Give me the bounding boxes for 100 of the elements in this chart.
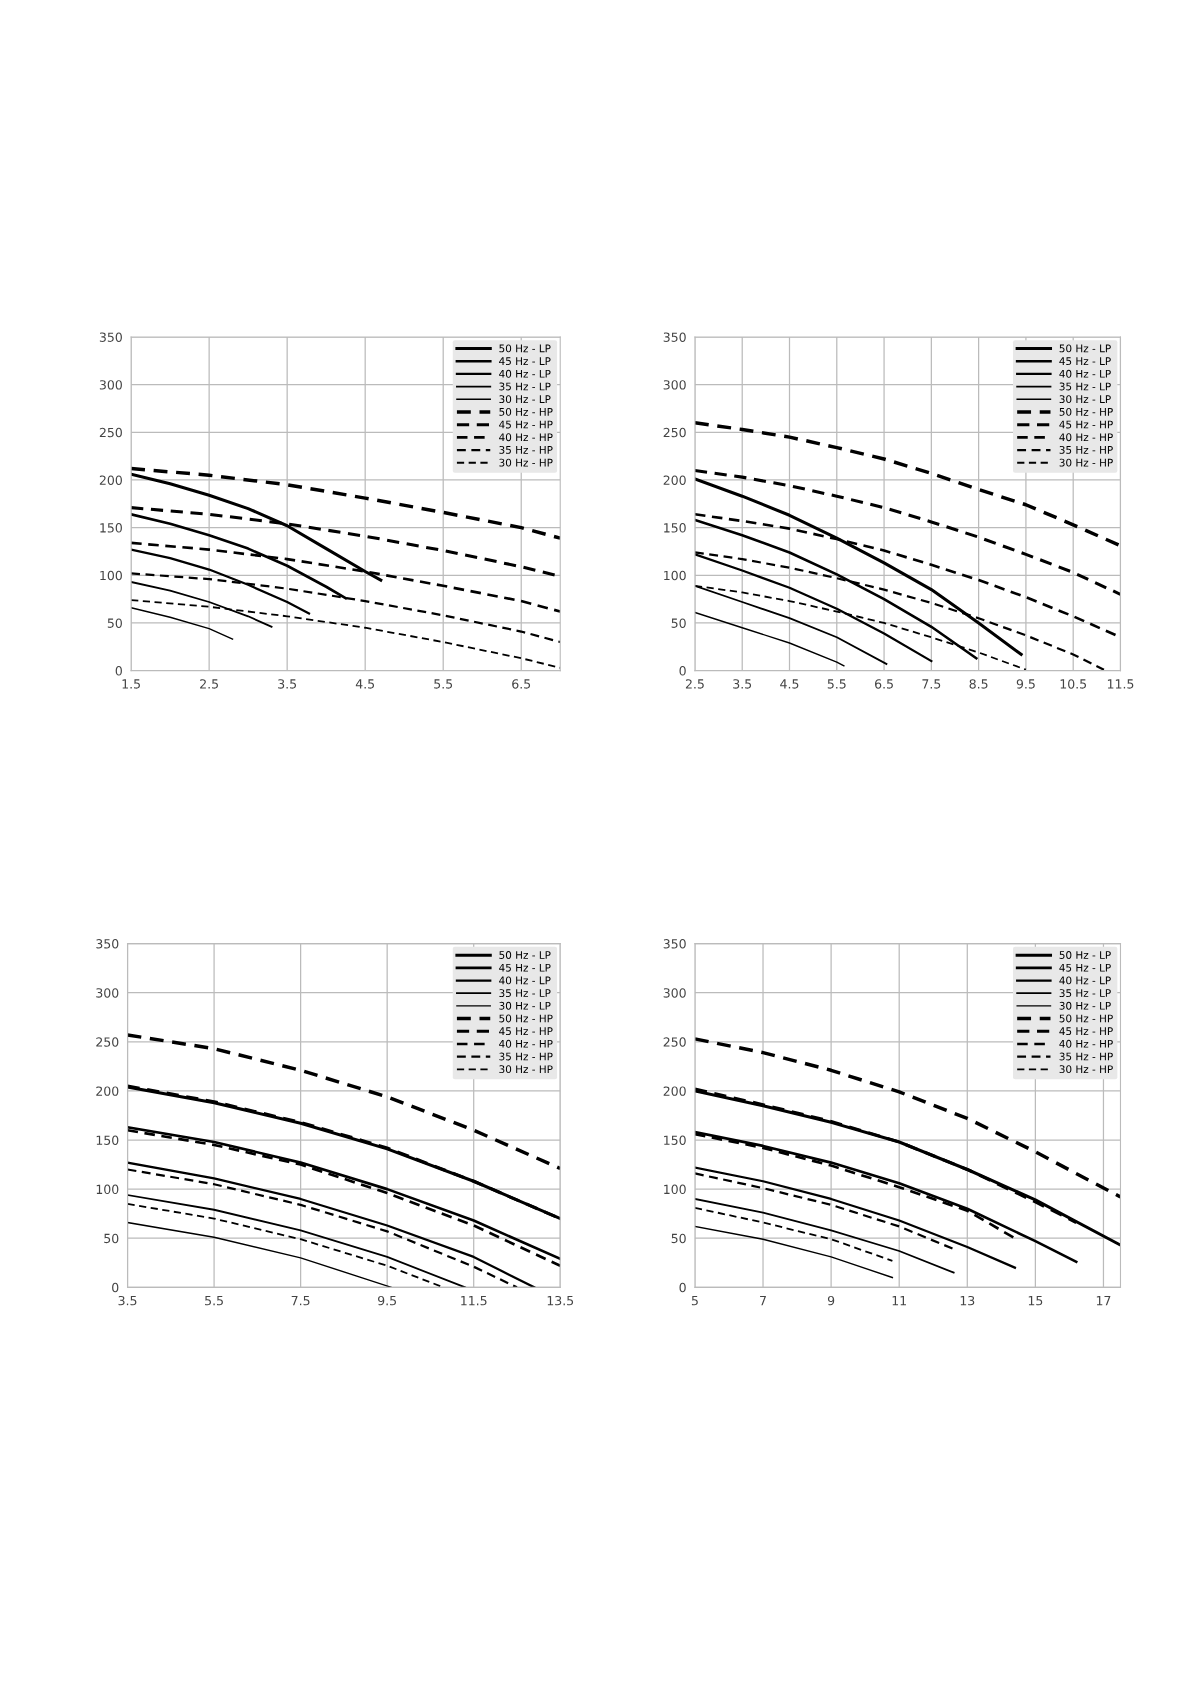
x-tick-label: 7 bbox=[760, 1296, 766, 1306]
x-tick-label: 11.5 bbox=[1107, 679, 1134, 689]
legend-label: 35 Hz - LP bbox=[499, 382, 551, 391]
legend-label: 35 Hz - LP bbox=[1059, 382, 1111, 391]
legend-label: 50 Hz - LP bbox=[1059, 344, 1111, 353]
y-tick-label: 200 bbox=[99, 475, 122, 485]
x-tick-label: 13.5 bbox=[547, 1295, 574, 1306]
legend-label: 45 Hz - HP bbox=[1059, 1027, 1113, 1036]
legend-label: 35 Hz - HP bbox=[1059, 1052, 1113, 1061]
legend-label: 30 Hz - LP bbox=[1059, 1001, 1111, 1010]
line-series bbox=[694, 611, 845, 667]
legend-label: 40 Hz - HP bbox=[499, 433, 553, 442]
y-tick-label: 300 bbox=[663, 380, 686, 390]
legend-label: 40 Hz - HP bbox=[1059, 1039, 1113, 1048]
line-series bbox=[694, 421, 1121, 548]
x-tick-label: 3.5 bbox=[733, 679, 752, 689]
x-tick-label: 17 bbox=[1096, 1296, 1111, 1306]
y-tick-label: 100 bbox=[96, 1184, 119, 1195]
x-tick-label: 4.5 bbox=[355, 679, 375, 689]
legend-label: 50 Hz - HP bbox=[499, 407, 553, 416]
line-series bbox=[694, 1198, 955, 1274]
y-tick-label: 50 bbox=[107, 618, 122, 628]
y-tick-label: 350 bbox=[96, 939, 119, 949]
legend-label: 35 Hz - HP bbox=[499, 1052, 553, 1061]
y-tick-label: 0 bbox=[112, 1282, 119, 1293]
x-tick-label: 9.5 bbox=[378, 1295, 397, 1306]
legend-label: 45 Hz - HP bbox=[499, 420, 553, 429]
x-tick-label: 4.5 bbox=[780, 679, 799, 689]
y-tick-label: 150 bbox=[664, 523, 686, 533]
y-tick-label: 0 bbox=[679, 1282, 686, 1293]
legend-label: 50 Hz - HP bbox=[1059, 407, 1113, 416]
legend-label: 40 Hz - LP bbox=[1059, 369, 1111, 378]
x-tick-label: 6.5 bbox=[512, 679, 531, 689]
legend-label: 45 Hz - HP bbox=[499, 1027, 553, 1036]
y-tick-label: 300 bbox=[663, 988, 686, 998]
legend-label: 30 Hz - HP bbox=[499, 458, 553, 467]
y-tick-label: 200 bbox=[663, 1086, 686, 1096]
legend-label: 45 Hz - LP bbox=[1059, 357, 1111, 366]
x-tick-label: 11.5 bbox=[461, 1296, 487, 1306]
legend-label: 30 Hz - LP bbox=[1059, 395, 1111, 404]
x-tick-label: 3.5 bbox=[118, 1295, 137, 1306]
x-tick-label: 7.5 bbox=[291, 1296, 310, 1306]
legend-label: 50 Hz - LP bbox=[1059, 951, 1111, 959]
y-tick-label: 300 bbox=[96, 988, 119, 998]
line-series bbox=[694, 1037, 1121, 1199]
x-tick-label: 1.5 bbox=[122, 679, 140, 689]
y-tick-label: 350 bbox=[663, 332, 686, 342]
legend-label: 30 Hz - HP bbox=[499, 1065, 553, 1074]
legend-label: 40 Hz - LP bbox=[499, 369, 551, 378]
y-tick-label: 200 bbox=[663, 475, 686, 485]
x-tick-label: 5 bbox=[691, 1296, 698, 1306]
line-series bbox=[694, 1206, 894, 1262]
legend-label: 50 Hz - HP bbox=[499, 1014, 553, 1023]
x-tick-label: 11 bbox=[892, 1296, 906, 1306]
legend-label: 35 Hz - LP bbox=[1059, 989, 1111, 998]
y-tick-label: 200 bbox=[96, 1086, 119, 1096]
y-tick-label: 250 bbox=[663, 427, 686, 438]
legend-label: 50 Hz - LP bbox=[499, 951, 551, 959]
x-tick-label: 8.5 bbox=[969, 679, 988, 689]
legend-label: 35 Hz - LP bbox=[499, 989, 551, 998]
y-tick-label: 50 bbox=[671, 1233, 686, 1244]
legend-label: 30 Hz - LP bbox=[499, 1001, 551, 1010]
line-series bbox=[694, 1172, 955, 1251]
line-series bbox=[131, 607, 234, 640]
y-tick-label: 50 bbox=[671, 618, 686, 628]
legend-label: 40 Hz - LP bbox=[1059, 976, 1111, 985]
x-tick-label: 5.5 bbox=[205, 1296, 223, 1306]
y-tick-label: 300 bbox=[99, 380, 122, 390]
x-tick-label: 5.5 bbox=[827, 679, 846, 689]
legend-label: 40 Hz - HP bbox=[1059, 433, 1113, 442]
y-tick-label: 100 bbox=[664, 1184, 686, 1195]
line-series bbox=[131, 466, 561, 540]
legend-label: 45 Hz - LP bbox=[1059, 963, 1111, 972]
y-tick-label: 250 bbox=[99, 427, 122, 438]
y-tick-label: 250 bbox=[96, 1037, 119, 1047]
legend-label: 50 Hz - HP bbox=[1059, 1014, 1113, 1023]
y-tick-label: 100 bbox=[100, 570, 122, 581]
legend-label: 45 Hz - HP bbox=[1059, 420, 1113, 429]
legend-label: 40 Hz - LP bbox=[499, 976, 551, 985]
legend-label: 40 Hz - HP bbox=[499, 1039, 553, 1048]
x-tick-label: 10.5 bbox=[1060, 679, 1087, 689]
line-series bbox=[127, 1221, 393, 1288]
legend-label: 45 Hz - LP bbox=[499, 357, 551, 366]
line-series bbox=[694, 1166, 1017, 1269]
legend-label: 35 Hz - HP bbox=[499, 445, 553, 454]
x-tick-label: 15 bbox=[1028, 1296, 1043, 1306]
y-tick-label: 350 bbox=[663, 939, 686, 949]
y-tick-label: 350 bbox=[99, 332, 122, 342]
y-tick-label: 50 bbox=[104, 1233, 119, 1244]
x-tick-label: 6.5 bbox=[875, 679, 893, 689]
x-tick-label: 13 bbox=[960, 1295, 975, 1306]
legend-label: 50 Hz - LP bbox=[499, 344, 551, 353]
x-tick-label: 7.5 bbox=[922, 679, 941, 689]
x-tick-label: 5.5 bbox=[434, 679, 453, 689]
legend-label: 45 Hz - LP bbox=[499, 963, 551, 972]
y-tick-label: 150 bbox=[100, 523, 122, 533]
legend-label: 35 Hz - HP bbox=[1059, 445, 1113, 454]
y-tick-label: 250 bbox=[663, 1037, 686, 1047]
line-series bbox=[694, 468, 1121, 596]
y-tick-label: 0 bbox=[115, 666, 122, 676]
